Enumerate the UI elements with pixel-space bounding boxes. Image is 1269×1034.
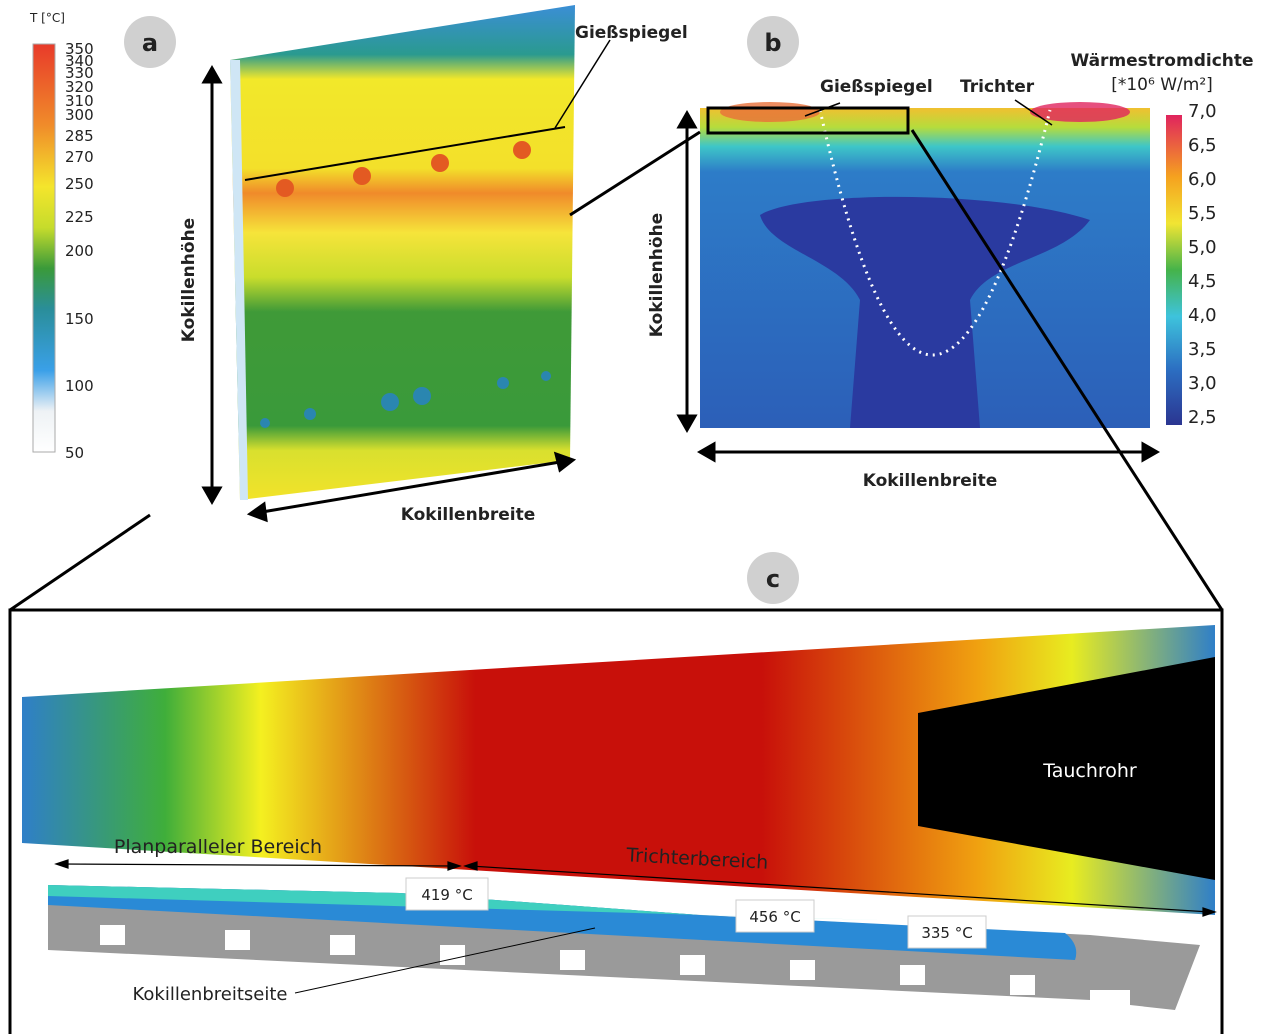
- colorbar-tick: 6,5: [1188, 135, 1217, 156]
- legend-ticks: 3503403303203103002852702502252001501005…: [65, 40, 94, 462]
- temp-label: 419 °C: [421, 886, 472, 904]
- temp-label: 335 °C: [921, 924, 972, 942]
- colorbar: [33, 44, 55, 452]
- colorbar-ticks: 7,0 6,5 6,0 5,5 5,0 4,5 4,0 3,5 3,0 2,5: [1188, 101, 1217, 428]
- colorbar-tick: 5,0: [1188, 237, 1217, 258]
- colorbar-tick: 3,0: [1188, 373, 1217, 394]
- legend-tick: 150: [65, 310, 94, 328]
- annotation: Gießspiegel: [820, 77, 933, 97]
- hot-zone: [1030, 102, 1130, 122]
- temp-label: 456 °C: [749, 908, 800, 926]
- colorbar: [1166, 115, 1182, 425]
- panel-label: a: [142, 29, 158, 57]
- nozzle-label: Tauchrohr: [1042, 760, 1137, 782]
- y-axis-label: Kokillenhöhe: [179, 218, 199, 342]
- mold-plate: [230, 5, 575, 500]
- annotation: Gießspiegel: [575, 23, 688, 43]
- colorbar-tick: 4,0: [1188, 305, 1217, 326]
- colorbar-tick: 6,0: [1188, 169, 1217, 190]
- region-label: Planparalleler Bereich: [114, 836, 322, 858]
- colorbar-tick: 3,5: [1188, 339, 1217, 360]
- colorbar-tick: 5,5: [1188, 203, 1217, 224]
- colorbar-tick: 2,5: [1188, 407, 1217, 428]
- hot-zone: [720, 102, 820, 122]
- legend-tick: 300: [65, 106, 94, 124]
- colorbar-title: Wärmestromdichte: [1070, 51, 1253, 71]
- legend-tick: 200: [65, 242, 94, 260]
- legend-tick: 50: [65, 444, 84, 462]
- x-axis-label: Kokillenbreite: [401, 505, 536, 525]
- annotation: Trichter: [960, 77, 1035, 97]
- figure: T [°C] 350340330320310300285270250225200…: [0, 0, 1269, 1034]
- part-label: Kokillenbreitseite: [133, 984, 288, 1005]
- legend-tick: 225: [65, 208, 94, 226]
- y-axis-label: Kokillenhöhe: [647, 213, 667, 337]
- legend-tick: 250: [65, 175, 94, 193]
- legend-tick: 270: [65, 148, 94, 166]
- panel-label: b: [764, 29, 781, 57]
- legend-title: T [°C]: [29, 11, 65, 25]
- x-axis-label: Kokillenbreite: [863, 471, 998, 491]
- legend-tick: 285: [65, 127, 94, 145]
- colorbar-unit: [*10⁶ W/m²]: [1111, 75, 1213, 95]
- legend-tick: 100: [65, 377, 94, 395]
- colorbar-tick: 7,0: [1188, 101, 1217, 122]
- panel-label: c: [766, 565, 780, 593]
- colorbar-tick: 4,5: [1188, 271, 1217, 292]
